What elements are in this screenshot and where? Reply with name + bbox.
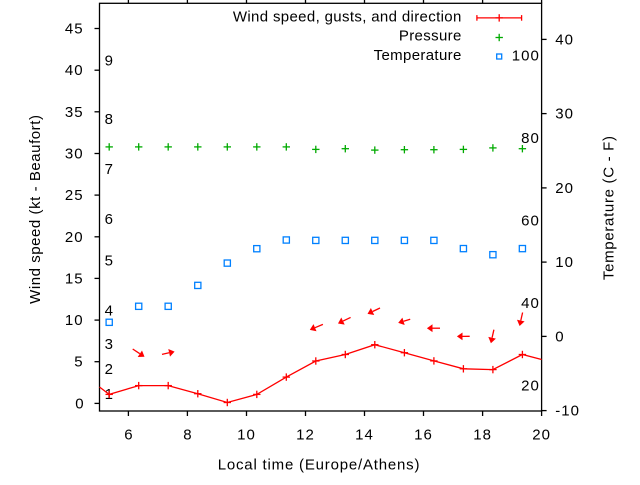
svg-text:40: 40: [65, 62, 84, 79]
svg-text:2: 2: [105, 361, 113, 378]
svg-text:25: 25: [65, 187, 84, 204]
svg-text:Temperature (C - F): Temperature (C - F): [600, 135, 617, 280]
svg-text:40: 40: [555, 31, 574, 48]
svg-text:-10: -10: [555, 403, 580, 420]
svg-text:12: 12: [296, 427, 315, 444]
svg-text:10: 10: [237, 427, 256, 444]
svg-text:9: 9: [105, 53, 113, 70]
svg-text:Temperature: Temperature: [374, 47, 462, 64]
svg-text:20: 20: [65, 229, 84, 246]
svg-text:6: 6: [105, 211, 113, 228]
svg-text:20: 20: [555, 180, 574, 197]
svg-text:3: 3: [105, 336, 113, 353]
svg-text:100: 100: [512, 48, 540, 65]
svg-text:45: 45: [65, 21, 84, 38]
svg-text:14: 14: [355, 427, 374, 444]
svg-text:80: 80: [521, 130, 540, 147]
svg-text:Wind speed (kt - Beaufort): Wind speed (kt - Beaufort): [27, 115, 44, 304]
svg-text:20: 20: [532, 427, 551, 444]
svg-text:5: 5: [74, 354, 83, 371]
svg-text:20: 20: [521, 378, 540, 395]
svg-text:8: 8: [183, 427, 191, 444]
svg-text:Local time (Europe/Athens): Local time (Europe/Athens): [218, 457, 421, 474]
svg-text:16: 16: [414, 427, 433, 444]
svg-text:15: 15: [65, 270, 84, 287]
svg-text:0: 0: [555, 328, 563, 345]
svg-text:5: 5: [105, 253, 113, 270]
svg-text:Pressure: Pressure: [399, 28, 462, 45]
svg-text:60: 60: [521, 213, 540, 230]
svg-text:6: 6: [124, 427, 132, 444]
svg-text:40: 40: [521, 295, 540, 312]
svg-text:4: 4: [105, 303, 113, 320]
svg-text:10: 10: [555, 254, 574, 271]
svg-text:30: 30: [65, 146, 84, 163]
svg-text:7: 7: [105, 161, 113, 178]
svg-text:Wind speed, gusts, and directi: Wind speed, gusts, and direction: [233, 9, 462, 26]
svg-text:30: 30: [555, 106, 574, 123]
svg-text:8: 8: [105, 111, 113, 128]
svg-text:0: 0: [75, 395, 83, 412]
svg-text:10: 10: [65, 312, 84, 329]
svg-text:35: 35: [65, 104, 84, 121]
svg-text:18: 18: [473, 427, 492, 444]
